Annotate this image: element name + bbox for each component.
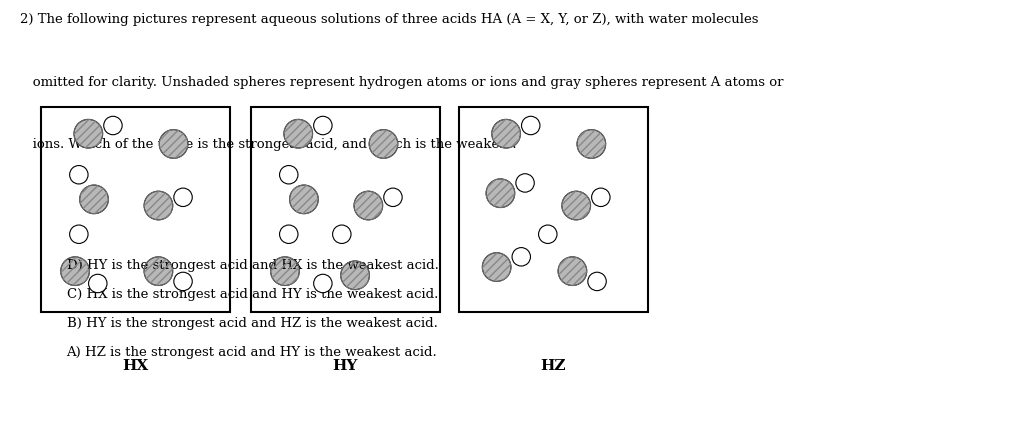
Circle shape <box>70 165 88 184</box>
Text: HZ: HZ <box>541 359 565 373</box>
Text: ions. Which of the three is the strongest acid, and which is the weakest?: ions. Which of the three is the stronges… <box>20 138 519 151</box>
Text: HY: HY <box>333 359 357 373</box>
Circle shape <box>60 257 89 285</box>
Circle shape <box>588 272 606 291</box>
Text: B) HY is the strongest acid and HZ is the weakest acid.: B) HY is the strongest acid and HZ is th… <box>67 317 437 330</box>
Text: C) HX is the strongest acid and HY is the weakest acid.: C) HX is the strongest acid and HY is th… <box>67 288 438 301</box>
Text: A) HZ is the strongest acid and HY is the weakest acid.: A) HZ is the strongest acid and HY is th… <box>67 346 437 359</box>
Circle shape <box>313 116 332 135</box>
Circle shape <box>313 274 332 293</box>
Circle shape <box>578 130 606 158</box>
Circle shape <box>492 120 520 148</box>
Circle shape <box>516 174 535 192</box>
Circle shape <box>270 257 299 285</box>
Bar <box>41 107 230 312</box>
Text: omitted for clarity. Unshaded spheres represent hydrogen atoms or ions and gray : omitted for clarity. Unshaded spheres re… <box>20 76 784 89</box>
Circle shape <box>144 257 173 285</box>
Circle shape <box>74 120 102 148</box>
Circle shape <box>354 191 383 220</box>
Circle shape <box>80 185 109 214</box>
Circle shape <box>70 225 88 244</box>
Circle shape <box>369 130 398 158</box>
Bar <box>251 107 440 312</box>
Circle shape <box>562 191 591 220</box>
Circle shape <box>341 261 370 289</box>
Circle shape <box>558 257 587 285</box>
Circle shape <box>290 185 318 214</box>
Bar <box>459 107 648 312</box>
Text: HX: HX <box>122 359 148 373</box>
Circle shape <box>333 225 351 244</box>
Text: 2) The following pictures represent aqueous solutions of three acids HA (A = X, : 2) The following pictures represent aque… <box>20 13 759 26</box>
Circle shape <box>539 225 557 244</box>
Circle shape <box>159 130 188 158</box>
Circle shape <box>144 191 173 220</box>
Circle shape <box>284 120 312 148</box>
Circle shape <box>482 253 511 281</box>
Circle shape <box>512 248 530 266</box>
Circle shape <box>103 116 122 135</box>
Text: D) HY is the strongest acid and HX is the weakest acid.: D) HY is the strongest acid and HX is th… <box>67 259 438 272</box>
Circle shape <box>174 188 193 206</box>
Circle shape <box>280 165 298 184</box>
Circle shape <box>592 188 610 206</box>
Circle shape <box>280 225 298 244</box>
Circle shape <box>486 179 515 207</box>
Circle shape <box>384 188 402 206</box>
Circle shape <box>89 274 108 293</box>
Circle shape <box>521 116 540 135</box>
Circle shape <box>174 272 193 291</box>
